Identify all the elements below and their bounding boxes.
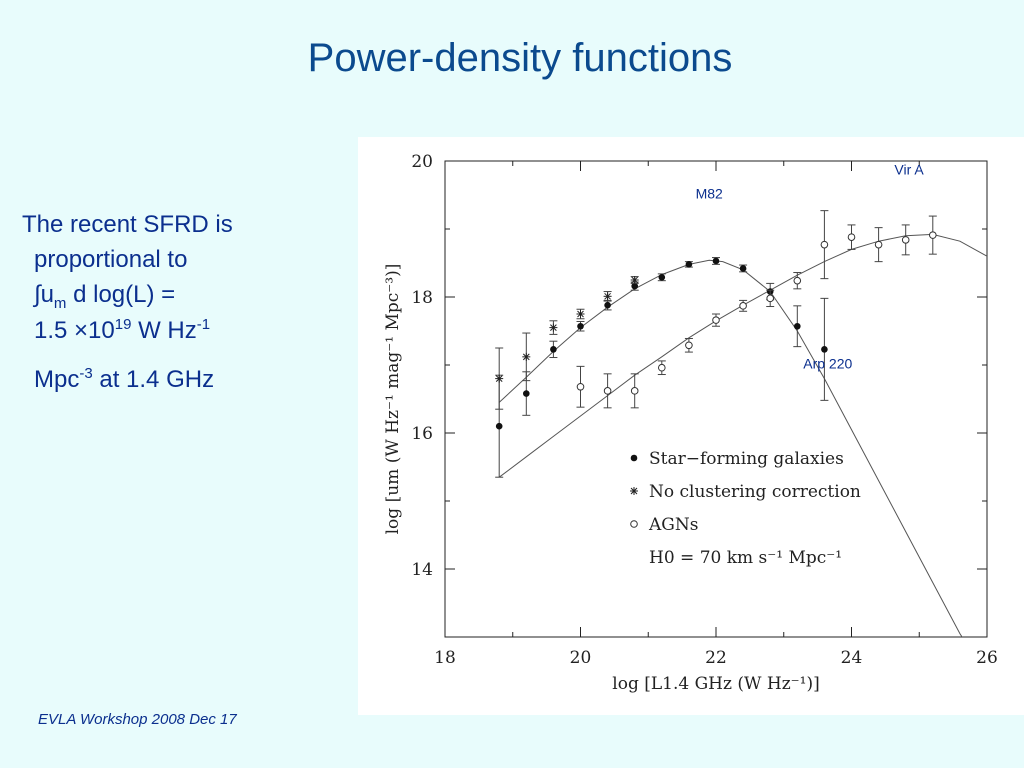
data-point-open-circle <box>630 387 639 395</box>
exponent-minus-3: -3 <box>79 364 93 382</box>
data-point-asterisk <box>495 374 504 383</box>
x-tick-label: 26 <box>976 648 998 668</box>
integral-u: ∫u <box>34 280 54 308</box>
data-point-open-circle <box>603 387 612 395</box>
data-point-open-circle <box>874 240 883 249</box>
data-point-asterisk <box>576 310 585 318</box>
asterisk-stroke <box>630 487 638 495</box>
y-tick-label: 16 <box>411 424 433 444</box>
asterisk-stroke <box>550 324 557 331</box>
data-point-open-circle <box>576 382 585 391</box>
annotation-label: Vir A <box>894 162 924 178</box>
freq-text: at 1.4 GHz <box>92 365 215 393</box>
dlog-text: d log(L) = <box>66 280 176 308</box>
data-point-filled-circle <box>821 346 828 353</box>
data-point-open-circle <box>847 233 856 241</box>
asterisk-stroke <box>495 375 503 382</box>
x-tick-label: 20 <box>570 648 592 668</box>
data-point-filled-circle <box>685 261 693 268</box>
unit-mpc: Mpc <box>34 365 80 393</box>
annotation-label: Arp 220 <box>803 355 852 371</box>
legend-label: AGNs <box>648 515 698 535</box>
exponent-minus-1: -1 <box>196 316 211 334</box>
data-point-open-circle <box>658 363 666 372</box>
data-point-open-circle <box>739 302 747 310</box>
slide-footer: EVLA Workshop 2008 Dec 17 <box>38 711 237 728</box>
chart-figure: 18 20 22 24 26 14 16 18 20 log [L1.4 GHz (W Hz⁻¹)… <box>358 137 1024 715</box>
x-axis-label: log [L1.4 GHz (W Hz⁻¹)] <box>612 674 819 694</box>
chart-svg: 18 20 22 24 26 14 16 18 20 log [L1.4 GHz (W Hz⁻¹)… <box>383 152 998 694</box>
unit-whz: W Hz <box>131 317 197 345</box>
asterisk-stroke <box>522 353 530 361</box>
slide-title: Power-density functions <box>307 36 733 80</box>
legend-marker-filled-circle <box>630 454 638 462</box>
data-point-open-circle <box>766 294 775 303</box>
data-point-filled-circle <box>631 282 638 290</box>
asterisk-stroke <box>604 292 611 300</box>
data-point-filled-circle <box>495 422 503 430</box>
value-text: 1.5 ×10 <box>34 317 115 345</box>
text-line-1: The recent SFRD is <box>22 211 233 238</box>
text-line-3: ∫um d log(L) = <box>22 278 342 315</box>
asterisk-stroke <box>631 276 639 284</box>
model-curve-1 <box>498 259 963 637</box>
legend-label: No clustering correction <box>649 482 861 502</box>
data-point-asterisk <box>603 292 612 301</box>
data-point-filled-circle <box>658 273 666 281</box>
slide-text: The recent SFRD is proportional to ∫um d… <box>22 208 342 398</box>
x-tick-label: 22 <box>705 648 727 668</box>
exponent-19: 19 <box>114 316 132 334</box>
data-point-open-circle <box>685 341 693 350</box>
subscript-m: m <box>53 294 67 312</box>
data-point-filled-circle <box>604 301 611 309</box>
text-line-2: proportional to <box>34 245 188 273</box>
data-point-open-circle <box>793 276 802 285</box>
data-point-open-circle <box>901 236 910 244</box>
data-point-filled-circle <box>794 322 801 330</box>
data-point-asterisk <box>522 352 531 361</box>
y-tick-label: 18 <box>411 288 433 308</box>
data-point-filled-circle <box>550 346 557 353</box>
y-tick-label: 20 <box>411 152 433 172</box>
data-point-open-circle <box>712 316 720 324</box>
annotation-label: M82 <box>696 185 723 201</box>
data-point-filled-circle <box>712 257 720 265</box>
text-line-5: Mpc-3 at 1.4 GHz <box>22 363 342 398</box>
data-point-asterisk <box>549 323 558 332</box>
x-tick-label: 18 <box>434 648 456 668</box>
legend-marker-asterisk <box>630 487 638 495</box>
text-line-4: 1.5 ×1019 W Hz-1 <box>22 314 342 349</box>
y-tick-label: 14 <box>411 560 433 580</box>
x-tick-label: 24 <box>841 648 863 668</box>
legend-label: Star−forming galaxies <box>649 449 844 469</box>
legend-marker-open-circle <box>630 520 638 528</box>
data-point-open-circle <box>929 231 937 239</box>
data-point-filled-circle <box>739 265 747 272</box>
data-point-asterisk <box>630 276 639 284</box>
y-axis-label: log [um (W Hz⁻¹ mag⁻¹ Mpc⁻³)] <box>383 264 403 535</box>
data-point-filled-circle <box>523 390 530 397</box>
data-point-filled-circle <box>577 322 584 330</box>
asterisk-stroke <box>577 310 584 318</box>
legend-note: H0 = 70 km s⁻¹ Mpc⁻¹ <box>649 548 842 568</box>
data-point-open-circle <box>820 240 829 249</box>
